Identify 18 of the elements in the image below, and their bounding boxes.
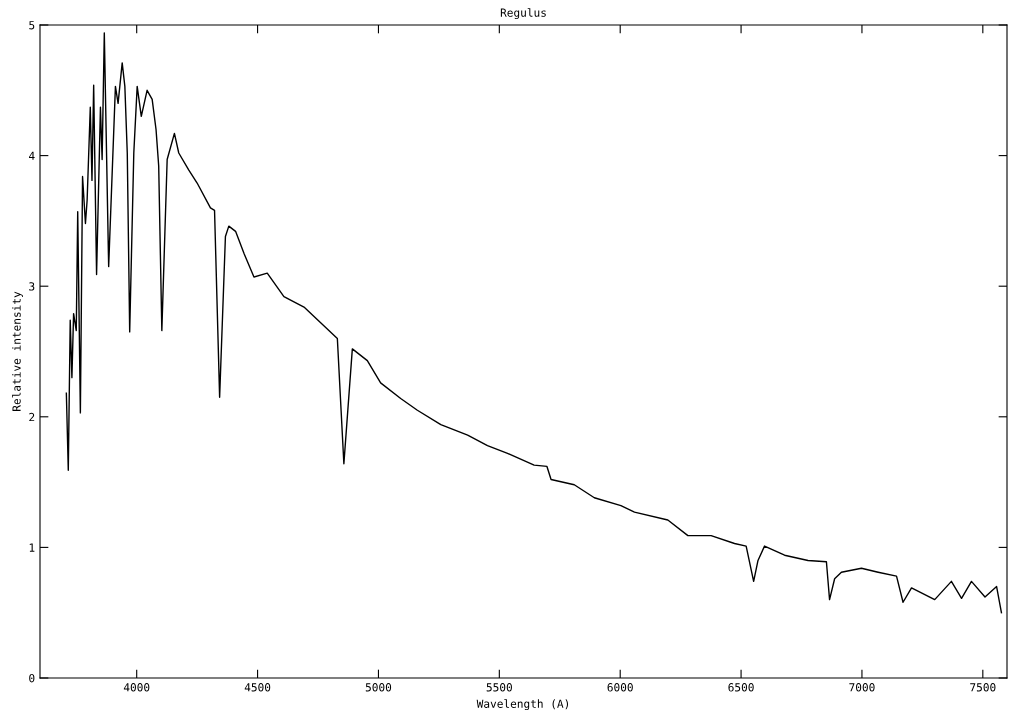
chart-title: Regulus bbox=[500, 8, 546, 20]
x-axis-title: Wavelength (A) bbox=[476, 699, 569, 711]
y-tick-label: 5 bbox=[29, 21, 35, 30]
x-tick-label: 4000 bbox=[123, 683, 150, 692]
y-tick-label: 4 bbox=[29, 151, 35, 160]
y-tick-label: 2 bbox=[29, 412, 35, 422]
x-tick-label: 7000 bbox=[849, 683, 875, 692]
y-tick-label: 1 bbox=[29, 543, 35, 552]
y-tick-label: 0 bbox=[29, 674, 35, 683]
y-tick-label: 3 bbox=[29, 282, 35, 291]
x-tick-label: 5000 bbox=[365, 683, 392, 692]
x-tick-label: 4500 bbox=[244, 683, 271, 692]
x-tick-label: 6000 bbox=[607, 683, 633, 692]
y-axis-title: Relative intensity bbox=[12, 291, 23, 411]
x-tick-label: 5500 bbox=[486, 683, 512, 692]
x-tick-label: 7500 bbox=[970, 683, 996, 692]
x-tick-label: 6500 bbox=[728, 683, 754, 692]
line-series bbox=[65, 32, 1003, 614]
